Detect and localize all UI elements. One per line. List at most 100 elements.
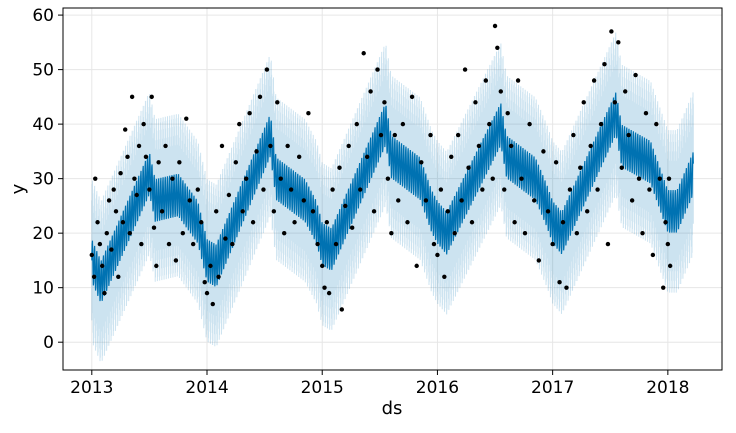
observed-point bbox=[588, 143, 593, 149]
observed-point bbox=[667, 263, 673, 269]
observed-point bbox=[97, 241, 103, 247]
observed-point bbox=[141, 121, 146, 127]
observed-point bbox=[154, 263, 159, 269]
observed-point bbox=[134, 192, 139, 198]
observed-point bbox=[173, 258, 179, 263]
observed-point bbox=[476, 143, 482, 149]
observed-point bbox=[320, 263, 325, 269]
observed-point bbox=[368, 89, 373, 94]
observed-point bbox=[574, 230, 580, 236]
observed-point bbox=[640, 230, 645, 236]
observed-point bbox=[106, 198, 112, 203]
observed-point bbox=[553, 160, 559, 165]
observed-point bbox=[414, 263, 419, 269]
observed-point bbox=[254, 149, 259, 154]
observed-point bbox=[371, 209, 377, 214]
observed-point bbox=[449, 154, 454, 160]
observed-point bbox=[419, 160, 424, 165]
observed-point bbox=[223, 236, 228, 241]
observed-point bbox=[237, 121, 242, 127]
observed-point bbox=[278, 176, 283, 181]
observed-point bbox=[143, 154, 149, 160]
observed-point bbox=[545, 209, 551, 214]
observed-point bbox=[663, 220, 668, 225]
observed-point bbox=[462, 67, 468, 72]
observed-point bbox=[643, 111, 649, 116]
observed-point bbox=[455, 132, 461, 138]
observed-point bbox=[149, 94, 154, 100]
observed-point bbox=[111, 187, 116, 192]
observed-point bbox=[337, 165, 342, 170]
observed-point bbox=[310, 209, 316, 214]
observed-point bbox=[595, 187, 600, 192]
observed-point bbox=[423, 198, 429, 203]
observed-point bbox=[195, 187, 200, 192]
observed-point bbox=[405, 220, 410, 225]
observed-point bbox=[116, 274, 121, 279]
observed-point bbox=[438, 187, 444, 192]
observed-point bbox=[629, 198, 635, 203]
y-tick-label: 0 bbox=[43, 333, 54, 353]
observed-point bbox=[275, 100, 280, 105]
observed-point bbox=[306, 111, 311, 116]
observed-point bbox=[378, 132, 384, 138]
observed-point bbox=[445, 209, 451, 214]
observed-point bbox=[136, 143, 142, 149]
observed-point bbox=[571, 132, 576, 138]
observed-point bbox=[177, 160, 182, 165]
observed-point bbox=[650, 252, 656, 258]
observed-point bbox=[151, 225, 157, 230]
observed-point bbox=[282, 230, 287, 236]
observed-point bbox=[120, 220, 126, 225]
observed-point bbox=[349, 225, 355, 230]
observed-point bbox=[89, 252, 95, 258]
observed-point bbox=[626, 132, 631, 138]
observed-point bbox=[125, 154, 130, 160]
observed-point bbox=[364, 154, 370, 160]
x-tick-label: 2013 bbox=[70, 378, 113, 398]
observed-point bbox=[159, 209, 165, 214]
observed-point bbox=[261, 187, 266, 192]
observed-point bbox=[515, 78, 521, 83]
observed-point bbox=[208, 263, 213, 269]
observed-point bbox=[466, 165, 471, 170]
observed-point bbox=[428, 132, 433, 138]
observed-point bbox=[505, 111, 510, 116]
observed-point bbox=[226, 192, 232, 198]
observed-point bbox=[647, 187, 652, 192]
observed-point bbox=[288, 187, 294, 192]
observed-point bbox=[550, 241, 555, 247]
x-axis-ticks: 2013 2014 2015 2016 2017 2018 bbox=[70, 370, 689, 398]
observed-point bbox=[633, 72, 638, 78]
observed-point bbox=[268, 143, 273, 149]
x-axis-label: ds bbox=[382, 398, 403, 419]
x-tick-label: 2016 bbox=[416, 378, 459, 398]
observed-point bbox=[358, 187, 363, 192]
observed-point bbox=[210, 301, 215, 307]
observed-point bbox=[605, 241, 611, 247]
y-tick-label: 20 bbox=[32, 224, 54, 244]
observed-point bbox=[409, 94, 415, 100]
y-axis-label: y bbox=[8, 183, 29, 194]
observed-point bbox=[292, 220, 297, 225]
observed-point bbox=[180, 230, 186, 236]
observed-point bbox=[522, 230, 528, 236]
observed-point bbox=[346, 143, 351, 149]
observed-point bbox=[389, 230, 394, 236]
observed-point bbox=[333, 241, 339, 247]
observed-point bbox=[636, 176, 642, 181]
observed-point bbox=[557, 280, 562, 285]
observed-point bbox=[619, 165, 624, 170]
x-tick-label: 2018 bbox=[646, 378, 689, 398]
observed-point bbox=[257, 94, 263, 100]
forecast-line bbox=[91, 92, 694, 302]
observed-point bbox=[661, 285, 666, 290]
observed-point bbox=[512, 220, 517, 225]
observed-point bbox=[243, 176, 249, 181]
observed-point bbox=[219, 143, 225, 149]
observed-point bbox=[382, 100, 387, 105]
observed-point bbox=[392, 132, 398, 138]
observed-point bbox=[139, 241, 144, 247]
observed-point bbox=[654, 121, 659, 127]
